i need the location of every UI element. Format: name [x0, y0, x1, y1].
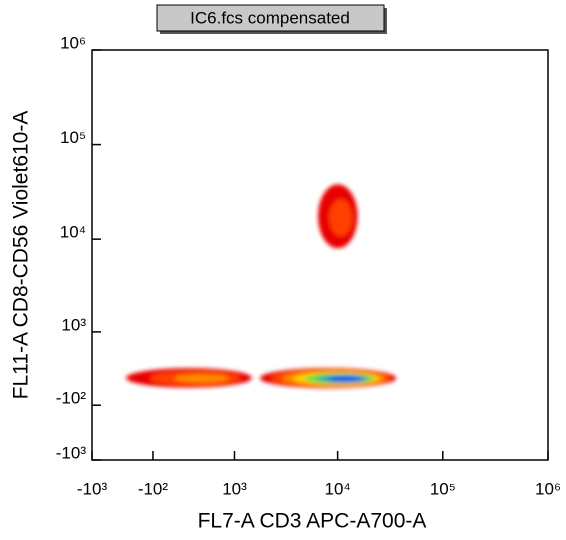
- y-tick-label: -10²: [56, 389, 87, 408]
- plot-area: [125, 184, 397, 389]
- x-tick-label: 10⁴: [325, 479, 351, 498]
- y-tick-label: 10³: [61, 315, 86, 334]
- x-tick-label: -10²: [138, 479, 169, 498]
- x-tick-label: 10⁵: [430, 479, 456, 498]
- x-tick-label: 10⁶: [535, 479, 561, 498]
- y-tick-label: 10⁴: [60, 223, 86, 242]
- density-level: [329, 199, 353, 237]
- title-box: [156, 4, 385, 32]
- y-tick-label: -10³: [56, 443, 87, 462]
- population: [259, 368, 397, 389]
- chart-title: IC6.fcs compensated: [190, 8, 350, 27]
- density-level: [174, 374, 229, 383]
- population: [317, 184, 358, 249]
- x-tick-label: -10³: [77, 479, 108, 498]
- y-tick-label: 10⁶: [60, 33, 86, 52]
- y-tick-label: 10⁵: [60, 128, 86, 147]
- plot-frame: [91, 49, 549, 461]
- density-level: [326, 376, 364, 382]
- population: [125, 368, 252, 388]
- y-axis-label: FL11-A CD8-CD56 Violet610-A: [10, 111, 33, 400]
- x-tick-label: 10³: [222, 479, 247, 498]
- x-axis-label: FL7-A CD3 APC-A700-A: [198, 510, 427, 533]
